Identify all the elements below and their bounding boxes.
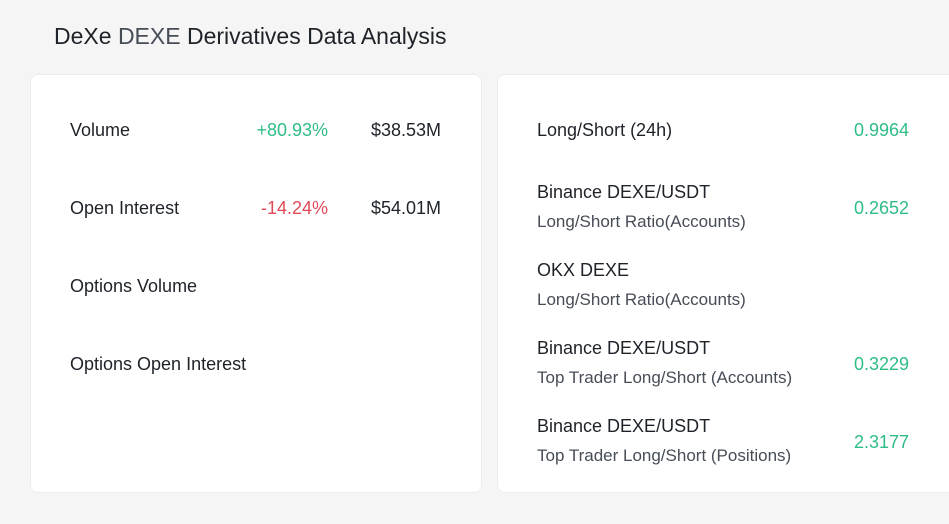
stat-label: Open Interest xyxy=(70,198,180,218)
ratio-value: 0.2652 xyxy=(853,198,909,218)
stat-label: Options Volume xyxy=(70,276,198,296)
stat-change: -14.24% xyxy=(260,198,328,218)
page-title: DeXe DEXE Derivatives Data Analysis xyxy=(54,21,446,51)
ratio-title: Binance DEXE/USDT xyxy=(537,338,711,358)
derivatives-stats-card: Volume +80.93% $38.53M Open Interest -14… xyxy=(30,74,482,493)
stat-row-options-volume: Options Volume xyxy=(31,271,481,301)
stat-row-open-interest: Open Interest -14.24% $54.01M xyxy=(31,193,481,223)
ratio-subtitle: Long/Short Ratio(Accounts) xyxy=(537,212,746,231)
ratio-title: Binance DEXE/USDT xyxy=(537,416,711,436)
stat-change: +80.93% xyxy=(256,120,328,140)
ratio-value: 0.3229 xyxy=(853,354,909,374)
stat-row-volume: Volume +80.93% $38.53M xyxy=(31,115,481,145)
stat-label: Volume xyxy=(70,120,131,140)
ratio-title: Long/Short (24h) xyxy=(537,120,673,140)
stat-row-options-open-interest: Options Open Interest xyxy=(31,349,481,379)
title-text: Derivatives Data Analysis xyxy=(186,23,447,49)
coin-symbol: DEXE xyxy=(117,23,181,49)
coin-name: DeXe xyxy=(54,23,112,49)
ratio-value: 2.3177 xyxy=(853,432,909,452)
stat-label: Options Open Interest xyxy=(70,354,247,374)
stat-value: $54.01M xyxy=(370,198,441,218)
ratio-subtitle: Long/Short Ratio(Accounts) xyxy=(537,290,746,309)
stat-value: $38.53M xyxy=(370,120,441,140)
ratio-title: OKX DEXE xyxy=(537,260,630,280)
ratio-value: 0.9964 xyxy=(853,120,909,140)
ratio-subtitle: Top Trader Long/Short (Accounts) xyxy=(537,368,793,387)
ratio-title: Binance DEXE/USDT xyxy=(537,182,711,202)
long-short-card: Long/Short (24h) 0.9964 Binance DEXE/USD… xyxy=(497,74,949,493)
ratio-subtitle: Top Trader Long/Short (Positions) xyxy=(537,446,792,465)
